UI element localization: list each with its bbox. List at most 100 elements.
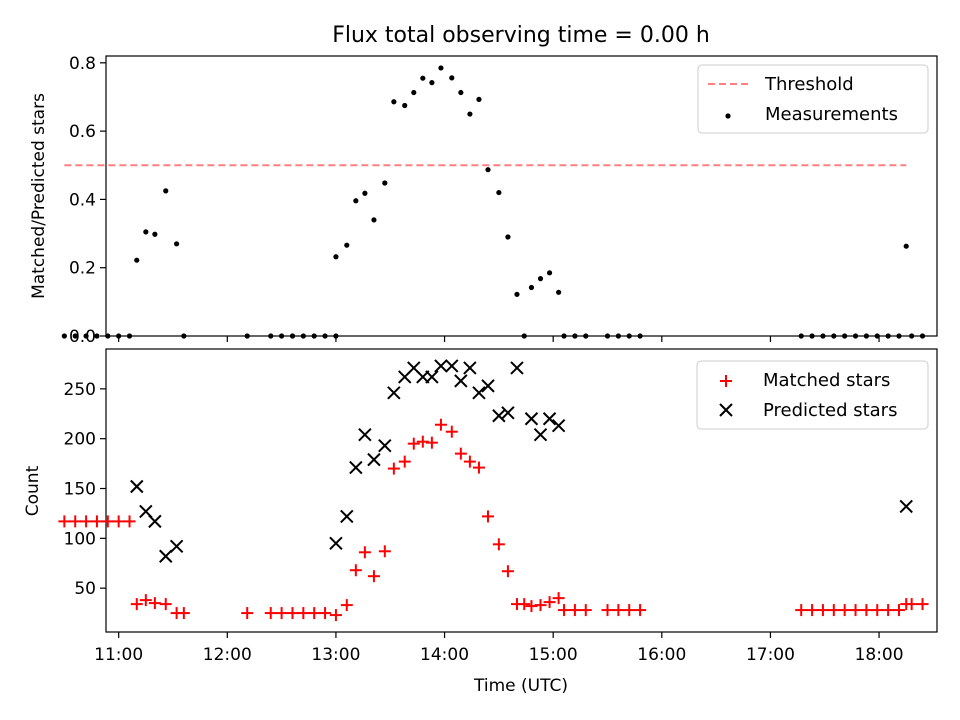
- matched-star-marker: [492, 538, 505, 551]
- measurement-point: [289, 333, 296, 339]
- predicted-star-marker: [367, 452, 381, 467]
- measurement-point: [485, 167, 491, 173]
- measurement-point: [152, 231, 158, 237]
- predicted-star-marker: [434, 359, 448, 373]
- bottom-x-ticks: 11:00 12:00 13:00 14:00 15:00 16:00 17:00 18:00: [94, 632, 904, 665]
- matched-star-marker: [177, 607, 190, 620]
- measurement-point: [371, 217, 377, 223]
- measurement-point: [903, 243, 909, 249]
- predicted-star-marker: [472, 386, 486, 400]
- matched-star-marker: [130, 598, 143, 611]
- measurement-point: [333, 333, 339, 339]
- predicted-star-marker: [169, 539, 184, 554]
- matched-star-marker: [838, 604, 851, 617]
- measurement-point: [126, 333, 133, 339]
- measurements-legend-swatch: [725, 113, 731, 119]
- predicted-star-marker: [148, 514, 162, 529]
- matched-star-marker: [349, 564, 362, 577]
- measurement-point: [61, 333, 67, 339]
- matched-star-marker: [69, 515, 82, 528]
- matched-star-marker: [264, 607, 277, 620]
- measurement-point: [300, 333, 306, 339]
- predicted-star-marker: [358, 427, 372, 442]
- matched-star-marker: [849, 604, 862, 617]
- measurement-point: [505, 234, 511, 240]
- bottom-y-tick-label: 200: [64, 430, 96, 450]
- measurement-point: [402, 102, 408, 109]
- measurement-point: [852, 333, 859, 339]
- measurement-point: [244, 333, 250, 339]
- measurement-point: [467, 111, 473, 117]
- matched-star-marker: [558, 604, 571, 617]
- predicted-stars-legend-label: Predicted stars: [763, 400, 897, 421]
- matched-star-marker: [860, 604, 873, 617]
- measurement-point: [615, 333, 621, 339]
- matched-star-marker: [308, 607, 321, 620]
- bottom-y-tick-label: 50: [74, 579, 96, 599]
- measurement-point: [896, 333, 902, 339]
- matched-star-marker: [501, 565, 514, 578]
- matched-star-marker: [297, 607, 310, 620]
- measurement-point: [496, 189, 502, 196]
- bottom-panel: 50 100 150 200 250 11:00 12:00 13:00 14:00 15:00…: [23, 348, 938, 696]
- measurement-point: [831, 333, 837, 339]
- matched-stars-legend-swatch: [720, 375, 732, 387]
- bottom-y-ticks: 50 100 150 200 250: [64, 380, 106, 599]
- measurement-point: [143, 229, 149, 235]
- bottom-legend: Matched stars Predicted stars: [696, 360, 929, 430]
- measurement-point: [842, 333, 848, 339]
- bottom-x-tick-label: 15:00: [529, 645, 578, 665]
- matched-star-marker: [286, 607, 299, 620]
- measurement-point: [514, 291, 520, 297]
- bottom-x-tick-label: 17:00: [746, 645, 795, 665]
- matched-star-marker: [387, 462, 400, 475]
- top-legend: Threshold Measurements: [697, 64, 929, 134]
- matched-star-marker: [518, 598, 531, 611]
- matched-star-marker: [148, 597, 161, 610]
- predicted-star-marker: [510, 361, 524, 375]
- measurement-point: [438, 65, 444, 71]
- matched-star-marker: [367, 570, 380, 583]
- matched-star-marker: [445, 425, 458, 438]
- measurement-point: [353, 198, 359, 204]
- matched-star-marker: [329, 609, 342, 622]
- predicted-star-marker: [481, 379, 495, 393]
- measurement-point: [382, 180, 388, 186]
- bottom-x-tick-label: 16:00: [637, 645, 686, 665]
- measurement-point: [116, 333, 122, 339]
- matched-star-marker: [340, 599, 353, 612]
- predicted-star-marker: [349, 460, 363, 475]
- predicted-star-marker: [130, 479, 144, 494]
- bottom-plot-frame: [105, 348, 938, 633]
- measurement-point: [604, 333, 611, 339]
- measurement-point: [174, 241, 180, 247]
- measurement-point: [181, 333, 187, 339]
- matched-star-marker: [80, 515, 93, 528]
- measurement-point: [83, 333, 89, 339]
- measurement-point: [344, 242, 350, 248]
- matched-star-marker: [407, 437, 420, 450]
- matched-star-marker: [634, 604, 647, 617]
- measurement-point: [521, 333, 527, 339]
- matched-star-marker: [543, 596, 556, 609]
- measurement-point: [637, 333, 643, 339]
- top-plot-frame: [105, 55, 938, 337]
- matched-star-marker: [827, 604, 840, 617]
- predicted-star-marker: [551, 419, 566, 433]
- measurement-point: [322, 333, 328, 339]
- measurement-point: [476, 96, 482, 102]
- measurement-points: [61, 65, 926, 339]
- matched-star-marker: [568, 604, 581, 617]
- measurement-point: [537, 276, 544, 282]
- matched-star-marker: [123, 515, 136, 528]
- matched-star-marker: [58, 515, 71, 528]
- measurement-point: [583, 333, 589, 339]
- measurement-point: [279, 333, 285, 339]
- measurement-point: [391, 99, 397, 105]
- top-y-tick-label: 0.2: [69, 259, 96, 279]
- predicted-star-marker: [492, 409, 506, 423]
- predicted-star-marker: [899, 499, 913, 514]
- measurements-legend-label: Measurements: [765, 104, 898, 125]
- measurement-point: [163, 188, 169, 194]
